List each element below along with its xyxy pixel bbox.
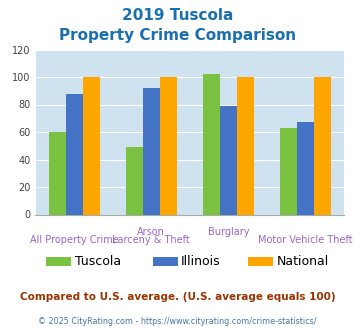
Text: Larceny & Theft: Larceny & Theft: [113, 235, 190, 245]
Bar: [160, 77, 177, 214]
Text: Burglary: Burglary: [208, 227, 249, 237]
Text: National: National: [277, 255, 329, 268]
Text: Arson: Arson: [137, 227, 165, 237]
Bar: [280, 128, 297, 214]
Bar: [237, 77, 254, 214]
Text: Illinois: Illinois: [181, 255, 221, 268]
Bar: [203, 74, 220, 215]
Bar: [220, 106, 237, 214]
Text: 2019 Tuscola: 2019 Tuscola: [122, 8, 233, 23]
Bar: [66, 93, 83, 214]
Bar: [49, 132, 66, 214]
Bar: [126, 147, 143, 214]
Text: All Property Crime: All Property Crime: [30, 235, 119, 245]
Bar: [83, 77, 100, 214]
Text: Tuscola: Tuscola: [75, 255, 121, 268]
Bar: [297, 122, 314, 214]
Text: Motor Vehicle Theft: Motor Vehicle Theft: [258, 235, 353, 245]
Bar: [314, 77, 331, 214]
Bar: [143, 88, 160, 214]
Text: Property Crime Comparison: Property Crime Comparison: [59, 28, 296, 43]
Text: © 2025 CityRating.com - https://www.cityrating.com/crime-statistics/: © 2025 CityRating.com - https://www.city…: [38, 317, 317, 326]
Text: Compared to U.S. average. (U.S. average equals 100): Compared to U.S. average. (U.S. average …: [20, 292, 335, 302]
